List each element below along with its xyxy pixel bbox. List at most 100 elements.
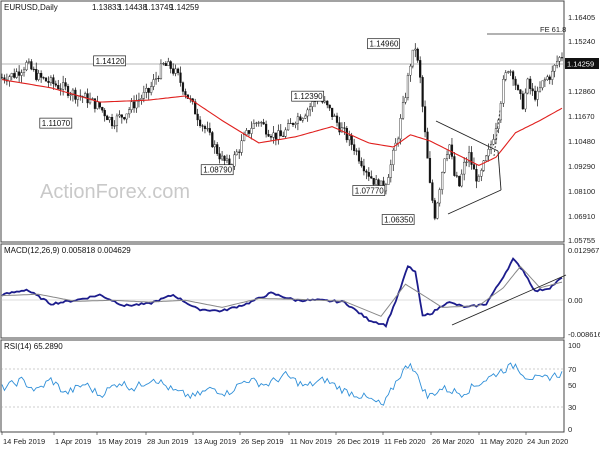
candle bbox=[296, 112, 299, 131]
candle bbox=[62, 75, 65, 96]
rsi-y-tick: 70 bbox=[568, 365, 576, 374]
candle bbox=[140, 94, 143, 105]
candle bbox=[409, 63, 412, 82]
x-tick-label: 11 Nov 2019 bbox=[290, 437, 332, 446]
price-y-tick: 1.15240 bbox=[568, 37, 595, 46]
rsi-panel-frame bbox=[0, 339, 565, 433]
price-y-tick: 1.06910 bbox=[568, 212, 595, 221]
rsi-y-tick: 50 bbox=[568, 381, 576, 390]
candle bbox=[52, 74, 55, 90]
ma-line bbox=[1, 79, 563, 167]
candle bbox=[541, 80, 544, 91]
candle bbox=[103, 108, 106, 122]
triangle-lower-line bbox=[447, 189, 502, 215]
candle bbox=[30, 59, 33, 71]
price-y-tick: 1.11670 bbox=[568, 112, 595, 121]
candle bbox=[514, 76, 517, 91]
candle bbox=[492, 134, 495, 146]
svg-text:1.12390: 1.12390 bbox=[294, 92, 323, 101]
candle bbox=[257, 120, 260, 127]
candle bbox=[162, 62, 165, 66]
candle bbox=[526, 77, 529, 95]
rsi-path bbox=[1, 362, 563, 406]
x-tick-label: 13 Aug 2019 bbox=[194, 437, 236, 446]
x-tick-label: 24 Jun 2020 bbox=[527, 437, 568, 446]
candle bbox=[362, 158, 366, 176]
svg-text:1.11070: 1.11070 bbox=[42, 119, 71, 128]
rsi-title: RSI(14) 65.2890 bbox=[4, 342, 63, 351]
candle bbox=[242, 131, 246, 142]
candle bbox=[128, 107, 131, 118]
rsi-y-tick: 30 bbox=[568, 403, 576, 412]
price-y-tick: 1.10480 bbox=[568, 137, 595, 146]
current-price-marker bbox=[565, 58, 599, 69]
svg-text:1.14960: 1.14960 bbox=[369, 40, 398, 49]
macd-lines bbox=[1, 257, 563, 328]
candle bbox=[145, 83, 148, 99]
candle bbox=[120, 114, 123, 124]
candle bbox=[113, 120, 116, 130]
candle bbox=[174, 64, 177, 77]
candle bbox=[355, 148, 358, 156]
candle bbox=[269, 134, 273, 141]
candle bbox=[220, 150, 224, 162]
candle bbox=[106, 114, 109, 121]
moving-average bbox=[1, 79, 563, 167]
price-y-tick: 1.16405 bbox=[568, 13, 595, 22]
candle bbox=[115, 113, 119, 133]
candle bbox=[460, 169, 463, 188]
candle bbox=[426, 127, 429, 159]
candle bbox=[450, 138, 454, 160]
candle bbox=[480, 168, 483, 182]
price-panel-frame bbox=[0, 0, 565, 243]
triangle-upper-line bbox=[435, 120, 499, 152]
x-tick-label: 11 May 2020 bbox=[480, 437, 523, 446]
candle bbox=[558, 56, 561, 68]
candle bbox=[154, 71, 158, 85]
candle bbox=[287, 119, 290, 131]
rsi-line bbox=[1, 362, 563, 406]
x-tick-label: 26 Dec 2019 bbox=[337, 437, 380, 446]
candle bbox=[250, 121, 253, 140]
candle bbox=[304, 113, 307, 120]
candle bbox=[179, 66, 182, 87]
candle bbox=[387, 173, 390, 185]
swing-labels: 1.14120 1.11070 1.08790 1.12390 1.07770 1.063… bbox=[39, 38, 415, 225]
candle bbox=[59, 83, 62, 96]
candle bbox=[274, 132, 277, 146]
candle bbox=[357, 147, 361, 164]
candle bbox=[546, 74, 549, 81]
candle bbox=[436, 201, 439, 220]
candle bbox=[142, 85, 145, 103]
candle bbox=[551, 65, 554, 85]
candle bbox=[240, 134, 243, 156]
svg-text:1.14120: 1.14120 bbox=[96, 57, 125, 66]
candle bbox=[423, 100, 427, 138]
candle bbox=[196, 108, 199, 126]
candle bbox=[394, 138, 397, 151]
candle bbox=[181, 81, 185, 95]
candle bbox=[267, 129, 270, 137]
candle bbox=[306, 107, 309, 122]
candle bbox=[399, 114, 402, 145]
candle bbox=[164, 61, 167, 66]
candle bbox=[208, 122, 211, 136]
ohlc-open: 1.13833 bbox=[92, 3, 121, 12]
candle bbox=[289, 118, 292, 125]
candle bbox=[482, 160, 485, 172]
candle bbox=[123, 116, 126, 121]
candle bbox=[328, 104, 331, 111]
candle bbox=[458, 175, 461, 187]
candle bbox=[110, 113, 114, 129]
swing-label: 1.12390 bbox=[291, 90, 325, 102]
current-price-label: 1.14259 bbox=[567, 60, 594, 69]
price-y-axis: 1.16405 1.15240 1.12860 1.11670 1.10480 … bbox=[568, 13, 595, 245]
ohlc-high: 1.14438 bbox=[118, 3, 147, 12]
candle bbox=[211, 130, 214, 148]
candle bbox=[282, 131, 285, 137]
candle bbox=[499, 101, 502, 124]
candle bbox=[159, 59, 163, 80]
candle bbox=[335, 112, 339, 127]
candle bbox=[147, 87, 150, 100]
candle bbox=[416, 47, 419, 63]
